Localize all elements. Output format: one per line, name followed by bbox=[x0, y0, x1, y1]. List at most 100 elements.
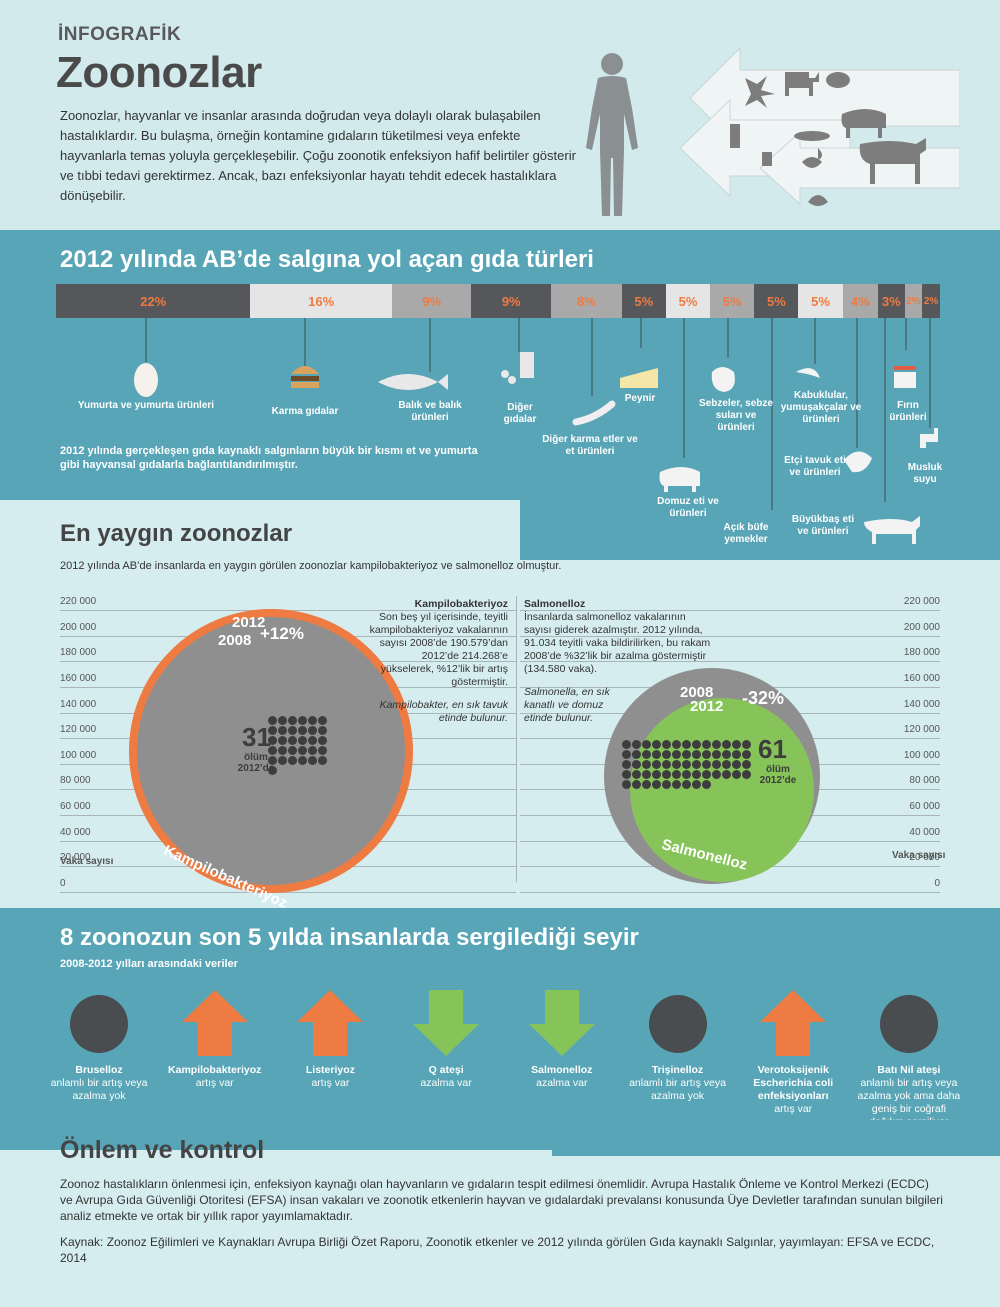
food-share-segment: 5% bbox=[710, 284, 755, 318]
death-dot bbox=[662, 750, 671, 759]
food-label: Domuz eti ve ürünleri bbox=[657, 496, 719, 519]
food-share-segment: 16% bbox=[250, 284, 392, 318]
food-types-band bbox=[0, 230, 1000, 500]
campy-deaths-label: ölüm 2012’de bbox=[237, 752, 275, 774]
shrimp-icon bbox=[796, 368, 820, 378]
death-dot bbox=[682, 740, 691, 749]
death-dot bbox=[732, 750, 741, 759]
trends-title: 8 zoonozun son 5 yılda insanlarda sergil… bbox=[60, 924, 639, 951]
death-dot bbox=[672, 740, 681, 749]
death-dot bbox=[318, 746, 327, 755]
food-share-bar: 22% 16% 9% 9% 8% 5% 5% 5% 5% 5% 4% 3% 2% 2% bbox=[56, 284, 940, 318]
decrease-arrow-icon bbox=[413, 990, 480, 1056]
death-dot bbox=[672, 750, 681, 759]
food-label: Musluk suyu bbox=[907, 462, 943, 485]
decrease-arrow-icon bbox=[528, 990, 595, 1056]
death-dot bbox=[662, 780, 671, 789]
death-dot bbox=[692, 740, 701, 749]
trend-disease-name: Q ateşi bbox=[428, 1064, 464, 1076]
trend-item: Bruselloz anlamlı bir artış veya azalma y… bbox=[44, 988, 154, 1138]
no-change-icon bbox=[879, 995, 938, 1053]
food-share-segment: 4% bbox=[842, 284, 879, 318]
death-dot bbox=[652, 740, 661, 749]
trend-disease-name: Verotoksijenik Escherichia coli enfeksiy… bbox=[753, 1064, 834, 1102]
trend-description: artış var bbox=[311, 1077, 350, 1089]
death-dot bbox=[652, 770, 661, 779]
salmo-year-a: 2008 bbox=[680, 684, 714, 701]
prevention-section bbox=[0, 1150, 1000, 1307]
trend-description: azalma var bbox=[536, 1077, 588, 1089]
food-share-segment: 9% bbox=[391, 284, 472, 318]
death-dot bbox=[622, 780, 631, 789]
food-label: Etçi tavuk eti ve ürünleri bbox=[784, 455, 846, 478]
cow-icon bbox=[864, 516, 920, 544]
death-dot bbox=[288, 726, 297, 735]
death-dot bbox=[622, 740, 631, 749]
prevention-title: Önlem ve kontrol bbox=[60, 1136, 265, 1164]
death-dot bbox=[692, 760, 701, 769]
death-dot bbox=[692, 780, 701, 789]
death-dot bbox=[288, 746, 297, 755]
axis-title-right: Vaka sayısı bbox=[892, 850, 946, 861]
trends-row: Bruselloz anlamlı bir artış veya azalma y… bbox=[44, 988, 964, 1138]
death-dot bbox=[722, 770, 731, 779]
food-label: Yumurta ve yumurta ürünleri bbox=[77, 400, 215, 411]
death-dot bbox=[318, 736, 327, 745]
death-dot bbox=[632, 780, 641, 789]
campy-text: Son beş yıl içerisinde, teyitli kampilob… bbox=[369, 611, 508, 688]
increase-arrow-icon bbox=[760, 990, 827, 1056]
food-label: Peynir bbox=[624, 393, 656, 404]
intro-text: Zoonozlar, hayvanlar ve insanlar arasınd… bbox=[60, 108, 576, 203]
trend-disease-name: Salmonelloz bbox=[531, 1064, 593, 1076]
death-dot bbox=[682, 750, 691, 759]
trend-description: azalma var bbox=[420, 1077, 472, 1089]
food-label: Büyükbaş eti ve ürünleri bbox=[791, 514, 855, 537]
death-dot bbox=[712, 750, 721, 759]
death-dot bbox=[702, 780, 711, 789]
increase-arrow-icon bbox=[297, 990, 364, 1056]
death-dot bbox=[622, 770, 631, 779]
page-title: Zoonozlar bbox=[56, 48, 262, 97]
trend-disease-name: Batı Nil ateşi bbox=[877, 1064, 941, 1076]
death-dot bbox=[622, 760, 631, 769]
food-share-segment: 9% bbox=[471, 284, 551, 318]
death-dot bbox=[622, 750, 631, 759]
death-dot bbox=[672, 780, 681, 789]
other-foods-icon bbox=[501, 352, 534, 384]
death-dot bbox=[288, 716, 297, 725]
death-dot bbox=[662, 770, 671, 779]
death-dot bbox=[712, 760, 721, 769]
death-dot bbox=[702, 760, 711, 769]
death-dot bbox=[632, 740, 641, 749]
sausage-icon bbox=[572, 400, 616, 426]
center-divider bbox=[516, 596, 517, 882]
death-dot bbox=[742, 750, 751, 759]
foods-note: 2012 yılında gerçekleşen gıda kaynaklı s… bbox=[60, 445, 478, 471]
food-share-segment: 5% bbox=[665, 284, 711, 318]
campy-death-dots bbox=[268, 716, 327, 775]
death-dot bbox=[288, 756, 297, 765]
prevention-text: Zoonoz hastalıkların önlenmesi için, enf… bbox=[60, 1177, 943, 1223]
food-label: Fırın ürünleri bbox=[889, 400, 927, 423]
death-dot bbox=[298, 756, 307, 765]
death-dot bbox=[742, 770, 751, 779]
death-dot bbox=[652, 780, 661, 789]
burger-icon bbox=[291, 366, 319, 388]
death-dot bbox=[732, 740, 741, 749]
death-dot bbox=[642, 760, 651, 769]
source-text: Kaynak: Zoonoz Eğilimleri ve Kaynakları … bbox=[60, 1235, 935, 1265]
death-dot bbox=[632, 760, 641, 769]
food-share-segment: 5% bbox=[754, 284, 799, 318]
faucet-icon bbox=[920, 428, 938, 448]
trend-item: Salmonelloz azalma var bbox=[507, 988, 617, 1138]
death-dot bbox=[652, 750, 661, 759]
pig-icon bbox=[659, 467, 700, 492]
death-dot bbox=[308, 736, 317, 745]
death-dot bbox=[702, 740, 711, 749]
campy-heading: Kampilobakteriyoz bbox=[414, 598, 508, 610]
trend-item: Listeriyoz artış var bbox=[275, 988, 385, 1138]
death-dot bbox=[642, 740, 651, 749]
food-share-segment: 2% bbox=[904, 284, 923, 318]
trend-description: anlamlı bir artış veya azalma yok bbox=[50, 1077, 148, 1102]
death-dot bbox=[722, 740, 731, 749]
